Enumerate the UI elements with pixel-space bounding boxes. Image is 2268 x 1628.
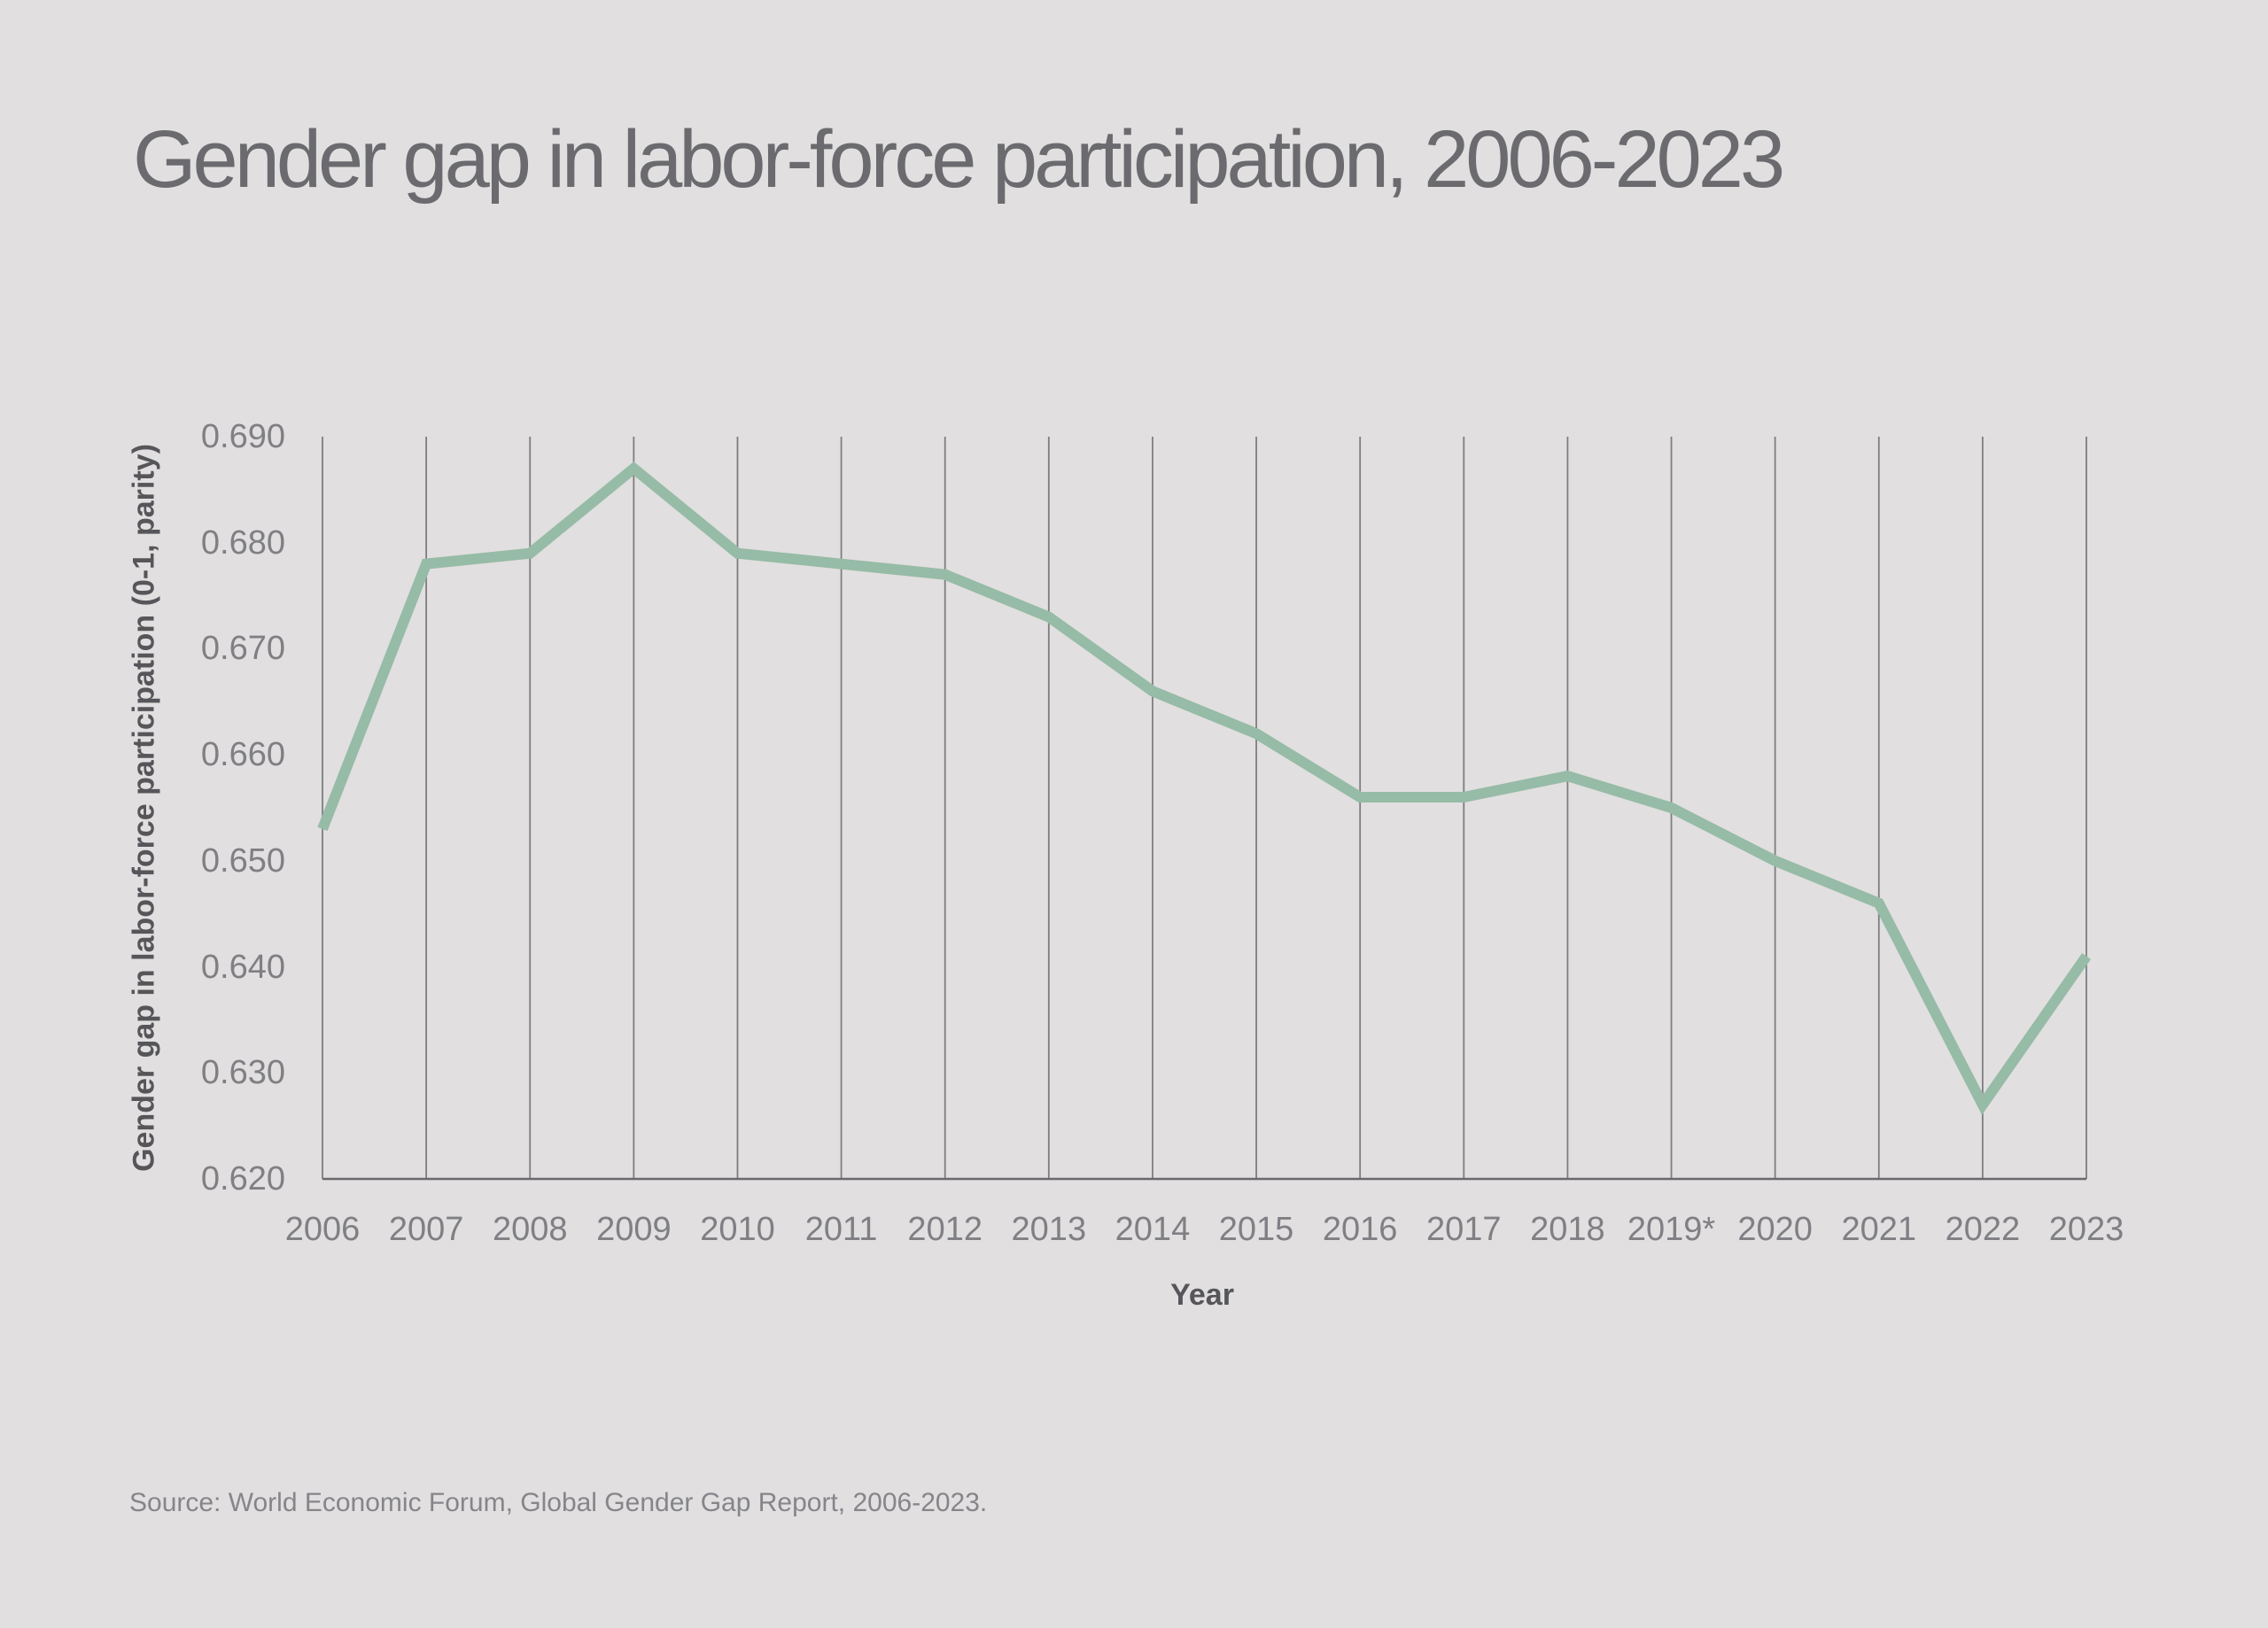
x-tick-label: 2023 (2048, 1211, 2124, 1248)
y-tick-label: 0.680 (200, 523, 285, 562)
y-tick-label: 0.640 (200, 948, 285, 986)
x-tick-label: 2013 (1011, 1211, 1087, 1248)
x-axis-title: Year (1170, 1278, 1234, 1312)
x-tick-label: 2008 (492, 1211, 568, 1248)
x-tick-label: 2009 (596, 1211, 672, 1248)
data-line (317, 461, 2091, 1115)
x-tick-label: 2021 (1841, 1211, 1917, 1248)
x-tick-label: 2017 (1426, 1211, 1502, 1248)
x-tick-label: 2018 (1530, 1211, 1605, 1248)
source-note: Source: World Economic Forum, Global Gen… (129, 1488, 988, 1517)
x-tick-label: 2022 (1945, 1211, 2021, 1248)
x-tick-label: 2019* (1627, 1211, 1716, 1248)
x-tick-label: 2012 (907, 1211, 983, 1248)
x-tick-label: 2015 (1218, 1211, 1294, 1248)
x-tick-label: 2016 (1322, 1211, 1398, 1248)
chart-title: Gender gap in labor-force participation,… (133, 114, 1785, 205)
x-tick-label: 2011 (804, 1211, 878, 1248)
y-tick-label: 0.630 (200, 1054, 285, 1092)
y-tick-label: 0.660 (200, 736, 285, 774)
y-tick-label: 0.620 (200, 1160, 285, 1198)
y-tick-label: 0.690 (200, 418, 285, 455)
x-tick-label: 2010 (700, 1211, 775, 1248)
y-tick-label: 0.650 (200, 841, 285, 880)
x-tick-label: 2020 (1737, 1211, 1813, 1248)
y-tick-label: 0.670 (200, 630, 285, 668)
x-tick-label: 2007 (388, 1211, 464, 1248)
x-tick-label: 2014 (1115, 1211, 1191, 1248)
x-tick-label: 2006 (284, 1211, 361, 1248)
